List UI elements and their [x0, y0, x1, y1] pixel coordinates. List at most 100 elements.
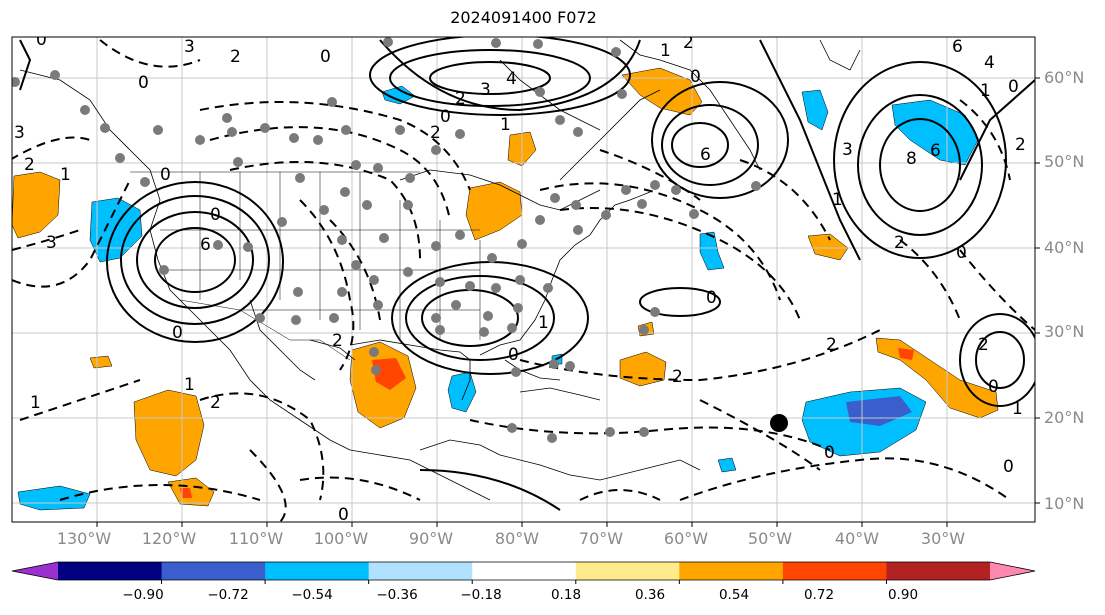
contour-label: 6 — [930, 141, 941, 161]
colorbar-segment — [472, 562, 577, 580]
contour-label: 3 — [184, 37, 195, 57]
contour-label: 0 — [508, 345, 519, 365]
lat-label: 20°N — [1044, 408, 1085, 427]
contour-label: 6 — [700, 145, 711, 165]
lon-label: 100°W — [313, 529, 369, 548]
colorbar-tick: −0.54 — [291, 587, 333, 603]
contour-label: 0 — [36, 30, 47, 50]
contour-label: 0 — [440, 107, 451, 127]
fill-red-2 — [180, 488, 192, 498]
contour-label: 0 — [824, 443, 835, 463]
colorbar-segment — [679, 562, 784, 580]
contour-label: 2 — [826, 335, 837, 355]
contour-label: 4 — [984, 53, 995, 73]
contour-label: 3 — [14, 123, 25, 143]
contour-label: 0 — [338, 505, 349, 525]
fill-cyan-6 — [447, 371, 477, 413]
contour-label: 1 — [60, 165, 71, 185]
contour-label: 2 — [210, 393, 221, 413]
colorbar-segment — [782, 562, 887, 580]
colorbar-tick: −0.90 — [122, 587, 164, 603]
lon-label: 80°W — [494, 529, 540, 548]
colorbar-extend-low — [12, 562, 58, 580]
colorbar-segment — [161, 562, 266, 580]
contour-label: 0 — [172, 323, 183, 343]
colorbar-tick: −0.18 — [460, 587, 502, 603]
contour-label: 0 — [160, 165, 171, 185]
contour-label: 2 — [430, 123, 441, 143]
lon-label: 130°W — [56, 529, 112, 548]
storm-center-marker — [770, 414, 788, 432]
colorbar-tick: −0.72 — [207, 587, 249, 603]
lat-label: 40°N — [1044, 238, 1085, 257]
contour-label: 1 — [660, 41, 671, 61]
fill-red-3 — [898, 348, 914, 360]
contour-lines-solid — [19, 37, 1035, 511]
fill-orange-1 — [12, 171, 61, 239]
contour-label: 3 — [46, 233, 57, 253]
gridlines — [12, 37, 1035, 522]
contour-label: 2 — [24, 155, 35, 175]
colorbar-segment — [58, 562, 163, 580]
lat-label: 10°N — [1044, 494, 1085, 513]
contour-label: 0 — [320, 47, 331, 67]
colorbar — [11, 561, 1036, 584]
colorbar-tick: 0.18 — [550, 587, 582, 603]
colorbar-segment — [575, 562, 680, 580]
colorbar-segment — [886, 562, 991, 580]
fill-orange-2 — [621, 67, 703, 116]
contour-label: 6 — [200, 235, 211, 255]
map-title: 2024091400 F072 — [450, 8, 597, 27]
contour-labels: 0 3 2 0 0 4 3 2 0 1 2 0 6 4 1 2 3 2 1 0 … — [14, 30, 1026, 525]
coastlines — [19, 39, 861, 501]
contour-label: 1 — [832, 190, 843, 210]
plot-frame — [11, 36, 1036, 523]
contour-label: 2 — [978, 335, 989, 355]
contour-label: 2 — [894, 233, 905, 253]
contour-label: 1 — [1012, 399, 1023, 419]
contour-label: 1 — [500, 115, 511, 135]
fill-orange-7 — [133, 389, 205, 477]
fill-orange-9 — [619, 351, 667, 387]
fill-cyan-9 — [717, 457, 737, 473]
contour-label: 6 — [952, 37, 963, 57]
fill-orange-4 — [465, 181, 523, 241]
station-dots — [12, 37, 761, 443]
contour-label: 1 — [184, 375, 195, 395]
lon-label: 60°W — [663, 529, 709, 548]
contour-label: 2 — [672, 367, 683, 387]
colorbar-tick: 0.72 — [803, 587, 835, 603]
contour-label: 0 — [956, 243, 967, 263]
contour-label: 2 — [230, 47, 241, 67]
lat-label: 30°N — [1044, 322, 1085, 341]
fill-cyan-8 — [17, 485, 91, 511]
colorbar-segment — [265, 562, 370, 580]
lon-label: 110°W — [228, 529, 284, 548]
lon-label: 90°W — [408, 529, 454, 548]
lat-label: 60°N — [1044, 68, 1085, 87]
colorbar-tick: 0.36 — [634, 587, 666, 603]
lon-label: 50°W — [747, 529, 793, 548]
colorbar-extend-high — [990, 562, 1035, 580]
colorbar-segment — [368, 562, 473, 580]
lon-label: 30°W — [920, 529, 966, 548]
contour-label: 3 — [480, 80, 491, 100]
colorbar-outline — [11, 561, 1036, 581]
contour-label: 3 — [842, 140, 853, 160]
contour-label: 1 — [30, 393, 41, 413]
fill-orange-12 — [89, 355, 113, 369]
contour-label: 4 — [506, 69, 517, 89]
contour-label: 1 — [538, 313, 549, 333]
contour-label: 2 — [1015, 135, 1026, 155]
colorbar-tick: −0.36 — [376, 587, 418, 603]
fill-red-1 — [372, 358, 406, 390]
contour-label: 1 — [980, 81, 991, 101]
contour-label: 0 — [690, 67, 701, 87]
fill-cyan-4 — [801, 89, 829, 131]
fill-cyan-2 — [381, 85, 416, 105]
colorbar-tick: 0.54 — [718, 587, 750, 603]
contour-label: 2 — [683, 33, 694, 53]
contour-label: 0 — [1003, 457, 1014, 477]
contour-label: 0 — [138, 73, 149, 93]
